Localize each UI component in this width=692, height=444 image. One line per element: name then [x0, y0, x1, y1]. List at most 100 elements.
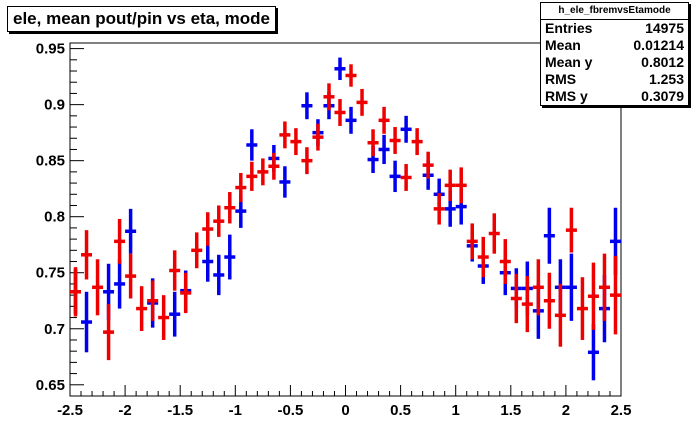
data-point [279, 121, 291, 149]
plot-frame [69, 42, 622, 397]
data-point [367, 129, 379, 157]
data-point [158, 295, 170, 340]
data-point [202, 212, 214, 246]
x-tick-label: 2.5 [611, 402, 632, 419]
y-tick-label: 0.8 [44, 209, 65, 226]
y-tick-label: 0.75 [36, 265, 65, 282]
data-point [169, 291, 181, 337]
data-point [191, 232, 203, 269]
data-point [257, 158, 269, 186]
stats-row-mean: Mean 0.01214 [541, 37, 688, 54]
data-point [345, 106, 357, 134]
series-blue [70, 57, 621, 381]
data-point [587, 262, 599, 330]
data-point [180, 272, 192, 314]
data-point [587, 324, 599, 381]
data-point [510, 273, 522, 324]
y-tick-label: 0.85 [36, 153, 65, 170]
stats-label: RMS y [545, 88, 588, 104]
stats-value: 0.01214 [633, 37, 684, 53]
stats-box: h_ele_fbremvsEtamode Entries 14975 Mean … [540, 2, 689, 106]
stats-label: Entries [545, 20, 593, 36]
data-point [378, 106, 390, 134]
x-tick-label: -0.5 [277, 402, 303, 419]
data-point [356, 88, 368, 116]
stats-value: 0.8012 [641, 54, 684, 70]
data-point [125, 253, 137, 299]
data-point [213, 205, 225, 237]
stats-label: Mean [545, 37, 581, 53]
data-point [246, 161, 258, 191]
chart-title: ele, mean pout/pin vs eta, mode [7, 6, 276, 32]
data-point [543, 272, 555, 329]
data-point [224, 192, 236, 224]
y-tick-label: 0.95 [36, 41, 65, 58]
stats-value: 14975 [645, 20, 684, 36]
data-point [268, 152, 280, 180]
data-point [598, 253, 610, 321]
x-tick-label: -2.5 [57, 402, 83, 419]
data-point [246, 129, 258, 161]
data-point [521, 276, 533, 333]
y-tick-label: 0.9 [44, 97, 65, 114]
x-tick-label: 0.5 [390, 402, 411, 419]
stats-row-rms: RMS 1.253 [541, 71, 688, 88]
data-point [235, 172, 247, 203]
data-point [81, 230, 93, 280]
data-point [433, 193, 445, 225]
data-point [565, 207, 577, 253]
data-point [147, 280, 159, 321]
data-point [202, 241, 214, 282]
y-axis: 0.65 0.7 0.75 0.8 0.85 0.9 0.95 [36, 41, 84, 397]
stats-histogram-name: h_ele_fbremvsEtamode [541, 3, 688, 20]
stats-row-entries: Entries 14975 [541, 20, 688, 37]
data-point [114, 259, 126, 309]
data-point [389, 127, 401, 154]
x-tick-label: -1.5 [167, 402, 193, 419]
data-point [400, 164, 412, 191]
data-point [70, 267, 82, 317]
data-point [334, 57, 346, 80]
data-point [422, 151, 434, 179]
y-tick-label: 0.65 [36, 377, 65, 394]
x-tick-label: -2 [118, 402, 131, 419]
data-point [103, 304, 115, 361]
data-point [136, 286, 148, 332]
stats-row-mean-y: Mean y 0.8012 [541, 54, 688, 71]
stats-label: RMS [545, 71, 577, 87]
stats-value: 0.3079 [641, 88, 684, 104]
data-point [334, 99, 346, 126]
x-tick-label: 1 [452, 402, 460, 419]
data-point [345, 64, 357, 87]
x-tick-label: -1 [229, 402, 242, 419]
data-point [312, 123, 324, 151]
data-point [488, 213, 500, 254]
data-point [389, 160, 401, 193]
data-point [554, 283, 566, 347]
series-layer [70, 57, 621, 381]
stats-value: 1.253 [648, 71, 684, 87]
x-tick-label: 2 [562, 402, 570, 419]
stats-row-rms-y: RMS y 0.3079 [541, 88, 688, 105]
data-point [279, 166, 291, 198]
data-point [323, 83, 335, 111]
data-point [92, 259, 104, 316]
data-point [499, 239, 511, 284]
y-tick-label: 0.7 [44, 321, 65, 338]
data-point [455, 167, 467, 204]
data-point [213, 254, 225, 296]
data-point [378, 134, 390, 165]
data-point [466, 223, 478, 260]
x-tick-label: 0 [341, 402, 349, 419]
data-point [609, 255, 621, 335]
data-point [400, 115, 412, 143]
x-axis: -2.5 -2 -1.5 -1 -0.5 0 0.5 1 1.5 2 2.5 [57, 385, 631, 419]
data-point [411, 128, 423, 156]
stats-label: Mean y [545, 54, 593, 70]
data-point [532, 259, 544, 316]
data-point [301, 92, 313, 120]
data-point [290, 128, 302, 156]
series-red [70, 64, 621, 361]
data-point [301, 147, 313, 175]
